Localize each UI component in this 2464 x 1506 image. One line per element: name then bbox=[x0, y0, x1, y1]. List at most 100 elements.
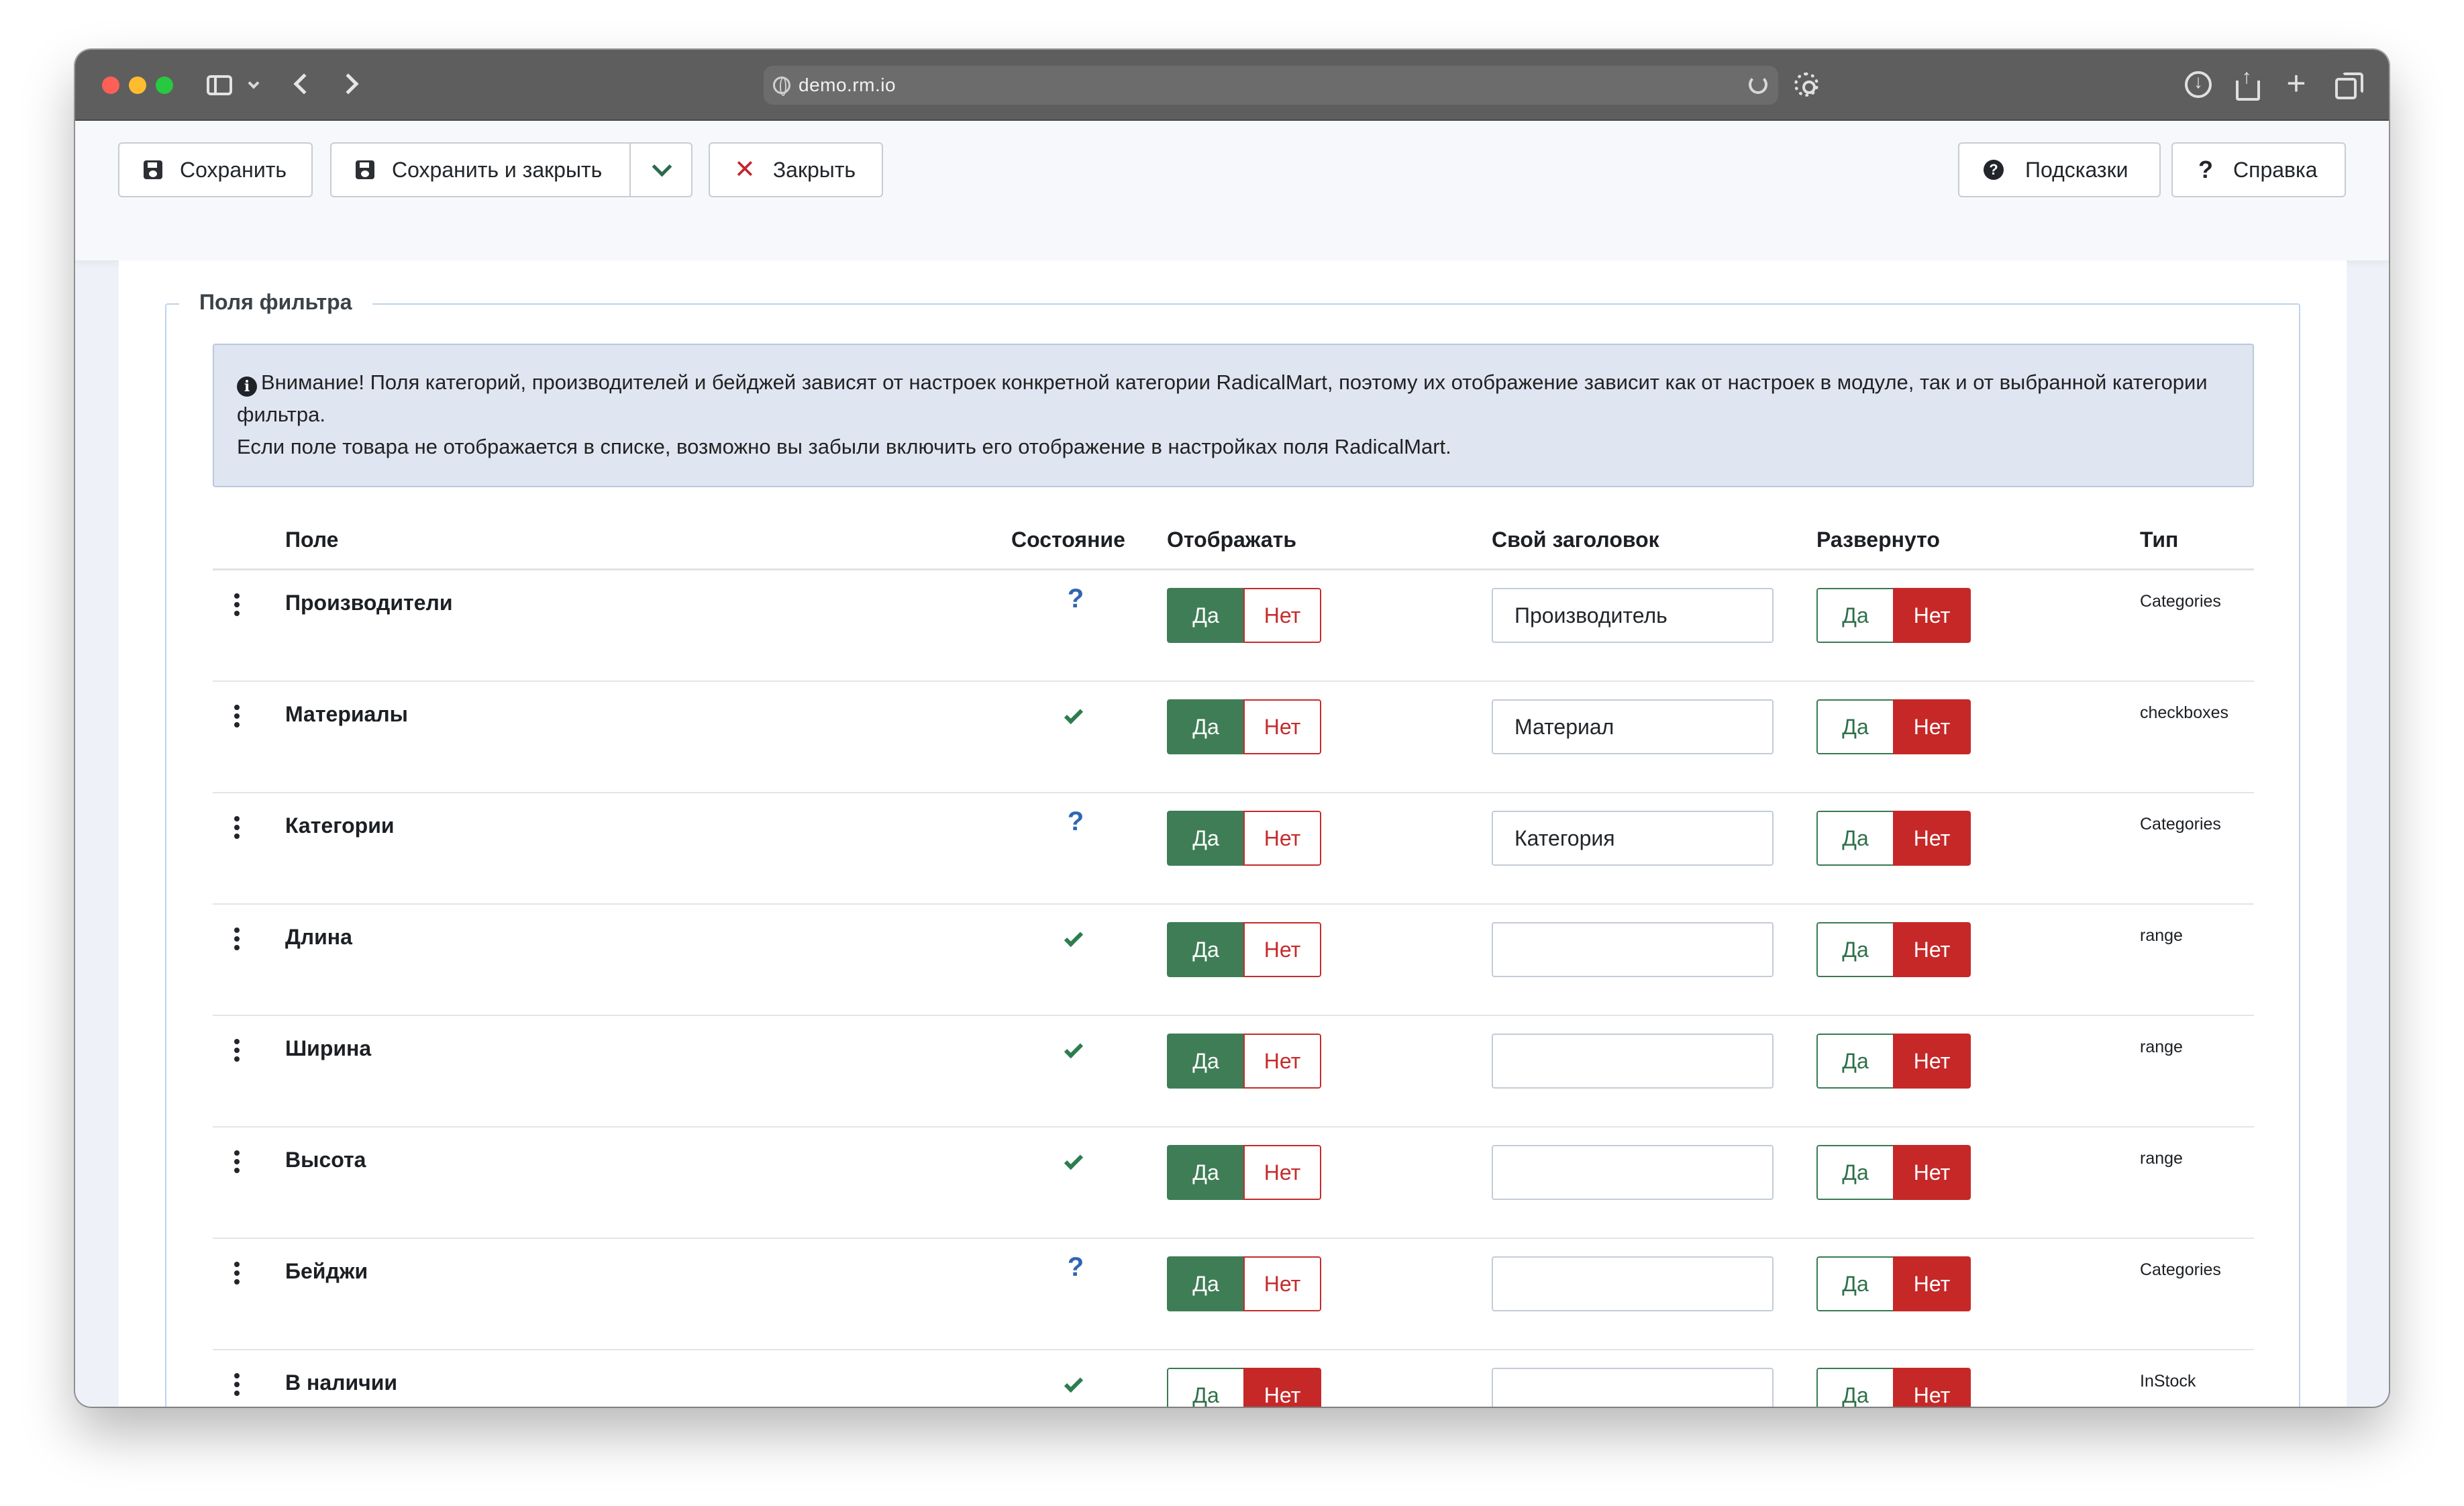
display-no-option[interactable]: Нет bbox=[1243, 699, 1321, 754]
expanded-no-option[interactable]: Нет bbox=[1893, 588, 1971, 643]
expanded-no-option[interactable]: Нет bbox=[1893, 922, 1971, 977]
display-no-option[interactable]: Нет bbox=[1243, 811, 1321, 866]
custom-title-input[interactable] bbox=[1492, 1145, 1774, 1200]
custom-title-input[interactable] bbox=[1492, 922, 1774, 977]
gear-icon[interactable] bbox=[1794, 72, 1818, 97]
save-options-dropdown-button[interactable] bbox=[629, 142, 692, 197]
display-toggle[interactable]: Да Нет bbox=[1167, 922, 1321, 977]
drag-handle-icon[interactable] bbox=[234, 1150, 240, 1173]
new-tab-icon[interactable]: + bbox=[2286, 64, 2306, 102]
expanded-yes-option[interactable]: Да bbox=[1816, 922, 1893, 977]
display-no-option[interactable]: Нет bbox=[1243, 1034, 1321, 1089]
drag-handle-icon[interactable] bbox=[234, 1373, 240, 1396]
expanded-yes-option[interactable]: Да bbox=[1816, 699, 1893, 754]
field-type: Categories bbox=[2140, 1260, 2221, 1279]
field-type: range bbox=[2140, 1038, 2183, 1056]
display-yes-option[interactable]: Да bbox=[1167, 922, 1243, 977]
table-header: Поле Состояние Отображать Свой заголовок… bbox=[213, 509, 2254, 570]
display-toggle[interactable]: Да Нет bbox=[1167, 1368, 1321, 1407]
url-text: demo.rm.io bbox=[799, 74, 896, 95]
expanded-toggle[interactable]: Да Нет bbox=[1816, 588, 1971, 643]
table-row: Материалы Да Нет Да Нет checkboxes bbox=[213, 682, 2254, 793]
expanded-yes-option[interactable]: Да bbox=[1816, 1368, 1893, 1407]
custom-title-input[interactable] bbox=[1492, 1256, 1774, 1311]
expanded-no-option[interactable]: Нет bbox=[1893, 1145, 1971, 1200]
expanded-toggle[interactable]: Да Нет bbox=[1816, 1256, 1971, 1311]
display-yes-option[interactable]: Да bbox=[1167, 699, 1243, 754]
display-toggle[interactable]: Да Нет bbox=[1167, 699, 1321, 754]
save-button[interactable]: Сохранить bbox=[118, 142, 313, 197]
check-icon[interactable] bbox=[1064, 1373, 1084, 1393]
custom-title-input[interactable] bbox=[1492, 811, 1774, 866]
expanded-no-option[interactable]: Нет bbox=[1893, 1368, 1971, 1407]
chevron-down-icon[interactable] bbox=[248, 77, 260, 89]
drag-handle-icon[interactable] bbox=[234, 593, 240, 616]
header-state: Состояние bbox=[1011, 528, 1125, 552]
expanded-yes-option[interactable]: Да bbox=[1816, 811, 1893, 866]
expanded-yes-option[interactable]: Да bbox=[1816, 1034, 1893, 1089]
expanded-yes-option[interactable]: Да bbox=[1816, 1256, 1893, 1311]
question-icon[interactable]: ? bbox=[1067, 1252, 1084, 1282]
save-and-close-button[interactable]: Сохранить и закрыть bbox=[330, 142, 631, 197]
expanded-no-option[interactable]: Нет bbox=[1893, 1034, 1971, 1089]
expanded-toggle[interactable]: Да Нет bbox=[1816, 811, 1971, 866]
close-button[interactable]: ✕ Закрыть bbox=[709, 142, 883, 197]
display-yes-option[interactable]: Да bbox=[1167, 1034, 1243, 1089]
expanded-toggle[interactable]: Да Нет bbox=[1816, 699, 1971, 754]
custom-title-input[interactable] bbox=[1492, 588, 1774, 643]
expanded-toggle[interactable]: Да Нет bbox=[1816, 1034, 1971, 1089]
display-no-option[interactable]: Нет bbox=[1243, 588, 1321, 643]
question-icon[interactable]: ? bbox=[1067, 807, 1084, 836]
drag-handle-icon[interactable] bbox=[234, 927, 240, 950]
maximize-window-icon[interactable] bbox=[156, 77, 173, 94]
expanded-yes-option[interactable]: Да bbox=[1816, 1145, 1893, 1200]
sidebar-toggle-icon[interactable] bbox=[207, 75, 232, 95]
reload-icon[interactable] bbox=[1749, 75, 1767, 94]
expanded-toggle[interactable]: Да Нет bbox=[1816, 1368, 1971, 1407]
share-icon[interactable] bbox=[2233, 66, 2260, 101]
close-window-icon[interactable] bbox=[102, 77, 119, 94]
display-no-option[interactable]: Нет bbox=[1243, 1256, 1321, 1311]
minimize-window-icon[interactable] bbox=[129, 77, 146, 94]
expanded-yes-option[interactable]: Да bbox=[1816, 588, 1893, 643]
tab-overview-icon[interactable] bbox=[2334, 71, 2363, 99]
display-toggle[interactable]: Да Нет bbox=[1167, 588, 1321, 643]
expanded-no-option[interactable]: Нет bbox=[1893, 1256, 1971, 1311]
display-toggle[interactable]: Да Нет bbox=[1167, 811, 1321, 866]
save-icon bbox=[144, 160, 162, 179]
display-toggle[interactable]: Да Нет bbox=[1167, 1256, 1321, 1311]
expanded-no-option[interactable]: Нет bbox=[1893, 811, 1971, 866]
display-yes-option[interactable]: Да bbox=[1167, 1368, 1243, 1407]
expanded-no-option[interactable]: Нет bbox=[1893, 699, 1971, 754]
question-icon[interactable]: ? bbox=[1067, 584, 1084, 613]
custom-title-input[interactable] bbox=[1492, 1368, 1774, 1407]
check-icon[interactable] bbox=[1064, 705, 1084, 725]
display-no-option[interactable]: Нет bbox=[1243, 922, 1321, 977]
drag-handle-icon[interactable] bbox=[234, 1039, 240, 1062]
display-yes-option[interactable]: Да bbox=[1167, 1256, 1243, 1311]
address-bar[interactable]: demo.rm.io bbox=[764, 66, 1778, 105]
expanded-toggle[interactable]: Да Нет bbox=[1816, 1145, 1971, 1200]
help-button[interactable]: ? Справка bbox=[2171, 142, 2346, 197]
drag-handle-icon[interactable] bbox=[234, 1262, 240, 1285]
forward-arrow-icon[interactable] bbox=[338, 73, 359, 95]
display-yes-option[interactable]: Да bbox=[1167, 1145, 1243, 1200]
drag-handle-icon[interactable] bbox=[234, 816, 240, 839]
display-no-option[interactable]: Нет bbox=[1243, 1368, 1321, 1407]
display-yes-option[interactable]: Да bbox=[1167, 588, 1243, 643]
drag-handle-icon[interactable] bbox=[234, 705, 240, 727]
display-yes-option[interactable]: Да bbox=[1167, 811, 1243, 866]
download-icon[interactable] bbox=[2185, 71, 2212, 98]
custom-title-input[interactable] bbox=[1492, 699, 1774, 754]
expanded-toggle[interactable]: Да Нет bbox=[1816, 922, 1971, 977]
check-icon[interactable] bbox=[1064, 1039, 1084, 1059]
display-toggle[interactable]: Да Нет bbox=[1167, 1145, 1321, 1200]
back-arrow-icon[interactable] bbox=[293, 73, 315, 95]
check-icon[interactable] bbox=[1064, 927, 1084, 948]
custom-title-input[interactable] bbox=[1492, 1034, 1774, 1089]
check-icon[interactable] bbox=[1064, 1150, 1084, 1170]
save-and-close-label: Сохранить и закрыть bbox=[392, 157, 603, 182]
display-no-option[interactable]: Нет bbox=[1243, 1145, 1321, 1200]
hints-button[interactable]: ? Подсказки bbox=[1958, 142, 2161, 197]
display-toggle[interactable]: Да Нет bbox=[1167, 1034, 1321, 1089]
